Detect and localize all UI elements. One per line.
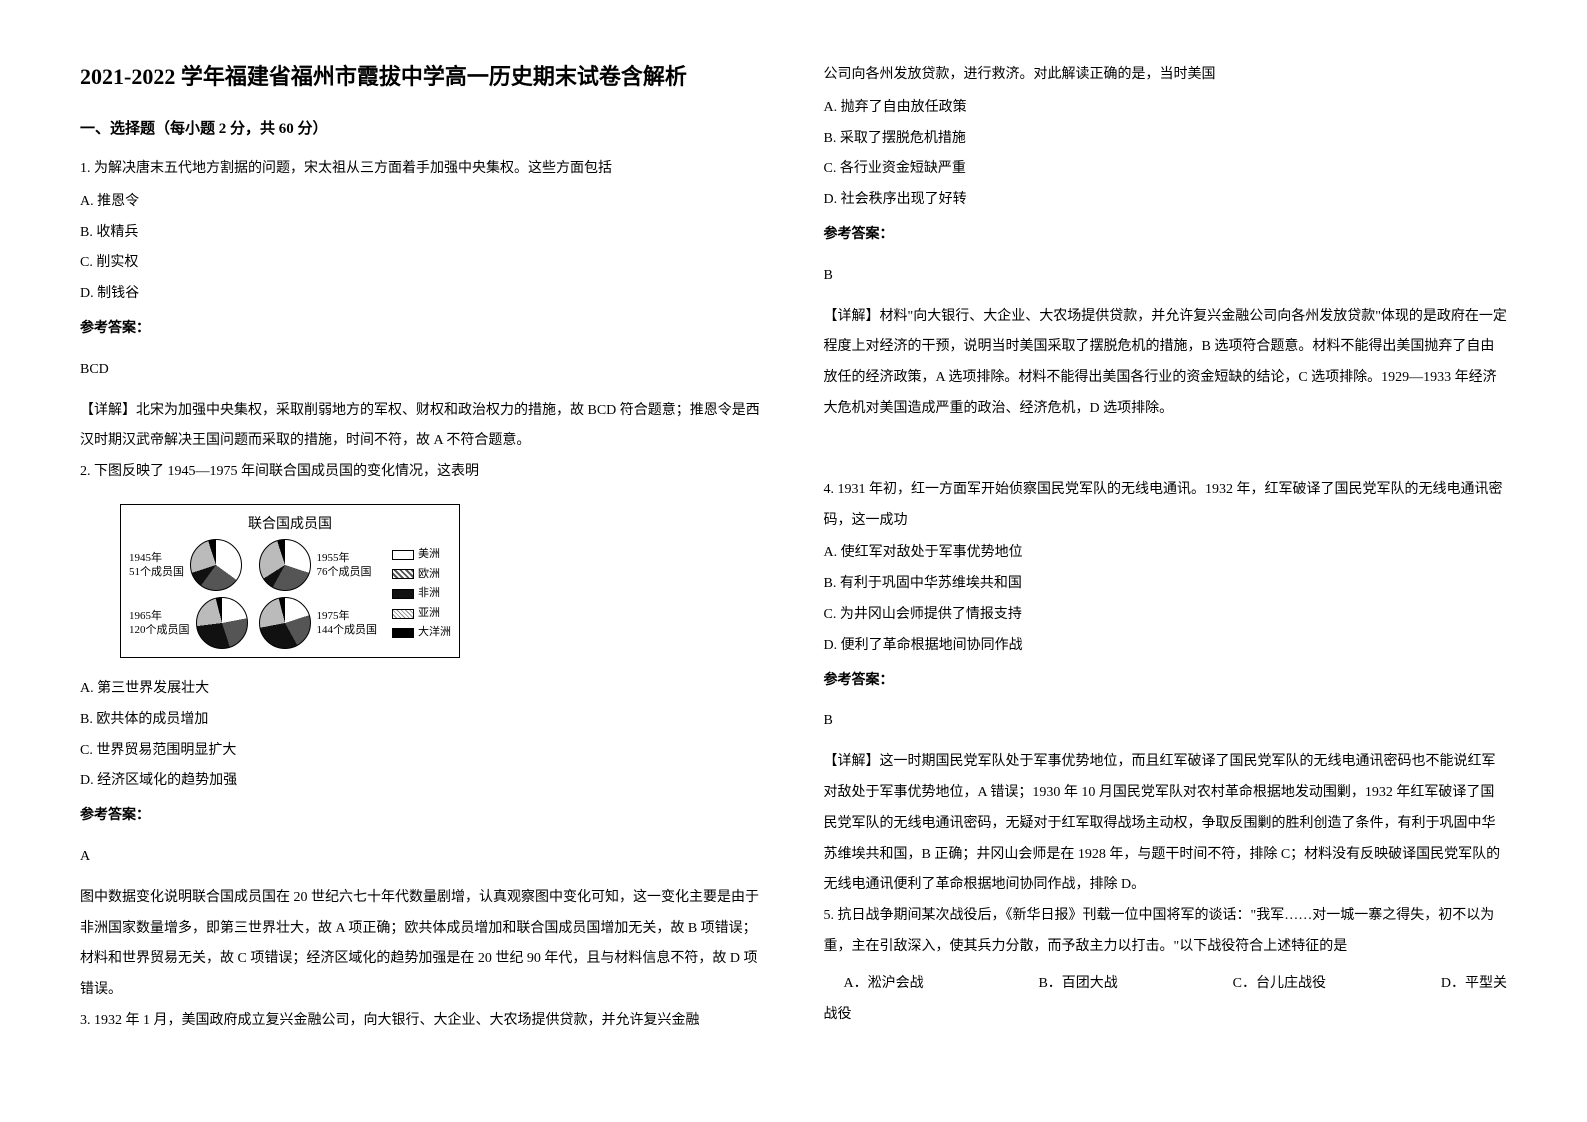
q1-answer-label: 参考答案：	[80, 314, 764, 345]
page-container: 2021-2022 学年福建省福州市霞拔中学高一历史期末试卷含解析 一、选择题（…	[80, 60, 1507, 1039]
q4-option-c: C. 为井冈山会师提供了情报支持	[824, 600, 1508, 631]
q3-option-b: B. 采取了摆脱危机措施	[824, 124, 1508, 155]
pie-chart-icon	[196, 597, 248, 649]
question-5: 5. 抗日战争期间某次战役后，《新华日报》刊载一位中国将军的谈话："我军……对一…	[824, 901, 1508, 1030]
legend-swatch-icon	[392, 609, 414, 619]
section-header: 一、选择题（每小题 2 分，共 60 分）	[80, 117, 764, 138]
legend-label: 亚洲	[418, 605, 440, 623]
q4-option-d: D. 便利了革命根据地间协同作战	[824, 631, 1508, 662]
q5-trailing: 战役	[824, 1000, 1508, 1031]
q2-option-a: A. 第三世界发展壮大	[80, 674, 764, 705]
legend-swatch-icon	[392, 550, 414, 560]
chart-legend: 美洲欧洲非洲亚洲大洋洲	[392, 539, 451, 649]
pie-cell-0: 1945年51个成员国	[129, 539, 253, 591]
q3-stem-part2: 公司向各州发放贷款，进行救济。对此解读正确的是，当时美国	[824, 60, 1508, 91]
legend-row-0: 美洲	[392, 546, 451, 564]
q3-option-a: A. 抛弃了自由放任政策	[824, 93, 1508, 124]
q1-option-b: B. 收精兵	[80, 218, 764, 249]
right-column: 公司向各州发放贷款，进行救济。对此解读正确的是，当时美国 A. 抛弃了自由放任政…	[824, 60, 1508, 1039]
q2-option-d: D. 经济区域化的趋势加强	[80, 766, 764, 797]
pie-label: 1975年144个成员国	[317, 609, 378, 638]
q2-answer: A	[80, 842, 764, 873]
q1-answer: BCD	[80, 355, 764, 386]
un-members-chart: 联合国成员国 1945年51个成员国 1955年76个成员国 1965年120个成员…	[120, 504, 460, 658]
pie-label: 1955年76个成员国	[317, 551, 372, 580]
q4-explanation: 【详解】这一时期国民党军队处于军事优势地位，而且红军破译了国民党军队的无线电通讯…	[824, 747, 1508, 901]
q5-option-b: B．百团大战	[1038, 969, 1117, 1000]
exam-title: 2021-2022 学年福建省福州市霞拔中学高一历史期末试卷含解析	[80, 60, 764, 93]
q1-option-c: C. 削实权	[80, 248, 764, 279]
q5-option-d: D．平型关	[1441, 969, 1507, 1000]
legend-row-3: 亚洲	[392, 605, 451, 623]
q4-option-a: A. 使红军对敌处于军事优势地位	[824, 538, 1508, 569]
pie-label: 1945年51个成员国	[129, 551, 184, 580]
q5-option-c: C．台儿庄战役	[1233, 969, 1326, 1000]
question-4: 4. 1931 年初，红一方面军开始侦察国民党军队的无线电通讯。1932 年，红…	[824, 475, 1508, 901]
q3-answer-label: 参考答案：	[824, 220, 1508, 251]
pie-chart-icon	[259, 539, 311, 591]
question-2: 2. 下图反映了 1945—1975 年间联合国成员国的变化情况，这表明 联合国…	[80, 457, 764, 1006]
legend-row-4: 大洋洲	[392, 624, 451, 642]
q5-option-a: A．淞沪会战	[844, 969, 924, 1000]
spacer	[824, 425, 1508, 475]
q2-stem: 2. 下图反映了 1945—1975 年间联合国成员国的变化情况，这表明	[80, 457, 764, 488]
q4-option-b: B. 有利于巩固中华苏维埃共和国	[824, 569, 1508, 600]
legend-label: 欧洲	[418, 566, 440, 584]
q1-explanation: 【详解】北宋为加强中央集权，采取削弱地方的军权、财权和政治权力的措施，故 BCD…	[80, 396, 764, 458]
pie-cell-3: 1975年144个成员国	[259, 597, 383, 649]
chart-body: 1945年51个成员国 1955年76个成员国 1965年120个成员国 1975年1…	[129, 539, 451, 649]
legend-row-1: 欧洲	[392, 566, 451, 584]
question-3: 公司向各州发放贷款，进行救济。对此解读正确的是，当时美国 A. 抛弃了自由放任政…	[824, 60, 1508, 425]
pies-area: 1945年51个成员国 1955年76个成员国 1965年120个成员国 1975年1…	[129, 539, 382, 649]
q4-answer-label: 参考答案：	[824, 666, 1508, 697]
q3-stem-part1: 3. 1932 年 1 月，美国政府成立复兴金融公司，向大银行、大企业、大农场提…	[80, 1006, 764, 1037]
left-column: 2021-2022 学年福建省福州市霞拔中学高一历史期末试卷含解析 一、选择题（…	[80, 60, 764, 1039]
q5-stem: 5. 抗日战争期间某次战役后，《新华日报》刊载一位中国将军的谈话："我军……对一…	[824, 901, 1508, 963]
q2-option-b: B. 欧共体的成员增加	[80, 705, 764, 736]
legend-swatch-icon	[392, 589, 414, 599]
legend-swatch-icon	[392, 628, 414, 638]
legend-label: 非洲	[418, 585, 440, 603]
pie-chart-icon	[259, 597, 311, 649]
q4-stem: 4. 1931 年初，红一方面军开始侦察国民党军队的无线电通讯。1932 年，红…	[824, 475, 1508, 537]
legend-label: 美洲	[418, 546, 440, 564]
q3-explanation: 【详解】材料"向大银行、大企业、大农场提供贷款，并允许复兴金融公司向各州发放贷款…	[824, 302, 1508, 425]
q2-answer-label: 参考答案：	[80, 801, 764, 832]
chart-title: 联合国成员国	[129, 513, 451, 533]
legend-label: 大洋洲	[418, 624, 451, 642]
pie-label: 1965年120个成员国	[129, 609, 190, 638]
q2-explanation: 图中数据变化说明联合国成员国在 20 世纪六七十年代数量剧增，认真观察图中变化可…	[80, 883, 764, 1006]
pie-cell-1: 1955年76个成员国	[259, 539, 383, 591]
pie-chart-icon	[190, 539, 242, 591]
q3-answer: B	[824, 261, 1508, 292]
question-1: 1. 为解决唐末五代地方割据的问题，宋太祖从三方面着手加强中央集权。这些方面包括…	[80, 154, 764, 457]
q4-answer: B	[824, 706, 1508, 737]
q1-option-a: A. 推恩令	[80, 187, 764, 218]
pie-cell-2: 1965年120个成员国	[129, 597, 253, 649]
legend-swatch-icon	[392, 569, 414, 579]
q3-option-c: C. 各行业资金短缺严重	[824, 154, 1508, 185]
q3-option-d: D. 社会秩序出现了好转	[824, 185, 1508, 216]
q1-option-d: D. 制钱谷	[80, 279, 764, 310]
q1-stem: 1. 为解决唐末五代地方割据的问题，宋太祖从三方面着手加强中央集权。这些方面包括	[80, 154, 764, 185]
legend-row-2: 非洲	[392, 585, 451, 603]
q5-options-row: A．淞沪会战 B．百团大战 C．台儿庄战役 D．平型关	[824, 969, 1508, 1000]
q2-option-c: C. 世界贸易范围明显扩大	[80, 736, 764, 767]
